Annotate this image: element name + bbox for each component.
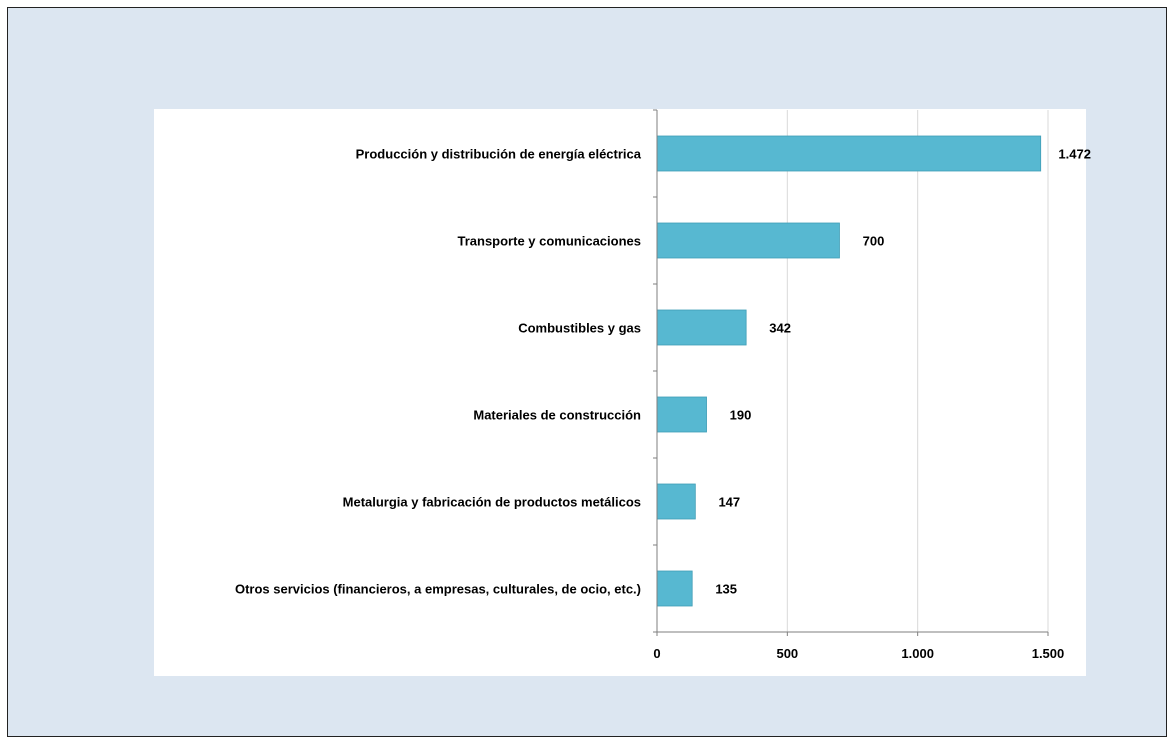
category-label-1: Transporte y comunicaciones (457, 234, 641, 249)
value-label-2: 342 (769, 321, 791, 336)
grid-lines (786, 110, 1049, 632)
value-label-3: 190 (730, 408, 752, 423)
chart-frame (7, 7, 1167, 737)
value-label-1: 700 (863, 234, 885, 249)
bar-3 (656, 396, 707, 433)
bar-5 (656, 570, 693, 607)
bar-2 (656, 309, 747, 346)
category-label-2: Combustibles y gas (518, 321, 641, 336)
value-label-0: 1.472 (1058, 147, 1091, 162)
value-label-4: 147 (718, 495, 740, 510)
category-label-5: Otros servicios (financieros, a empresas… (235, 582, 641, 597)
category-label-0: Producción y distribución de energía elé… (356, 147, 642, 162)
bar-1 (656, 222, 840, 259)
bar-0 (656, 135, 1042, 172)
x-tick-label-1: 500 (776, 646, 798, 661)
axes (653, 109, 1049, 636)
category-label-4: Metalurgia y fabricación de productos me… (343, 495, 641, 510)
x-tick-label-0: 0 (653, 646, 660, 661)
value-label-5: 135 (715, 582, 737, 597)
bars (656, 135, 1042, 607)
x-tick-label-2: 1.000 (901, 646, 934, 661)
plot-panel (154, 109, 1086, 676)
category-label-3: Materiales de construcción (473, 408, 641, 423)
labels: 1.472 Producción y distribución de energí… (235, 147, 1091, 662)
x-tick-label-3: 1.500 (1032, 646, 1065, 661)
bar-4 (656, 483, 696, 520)
